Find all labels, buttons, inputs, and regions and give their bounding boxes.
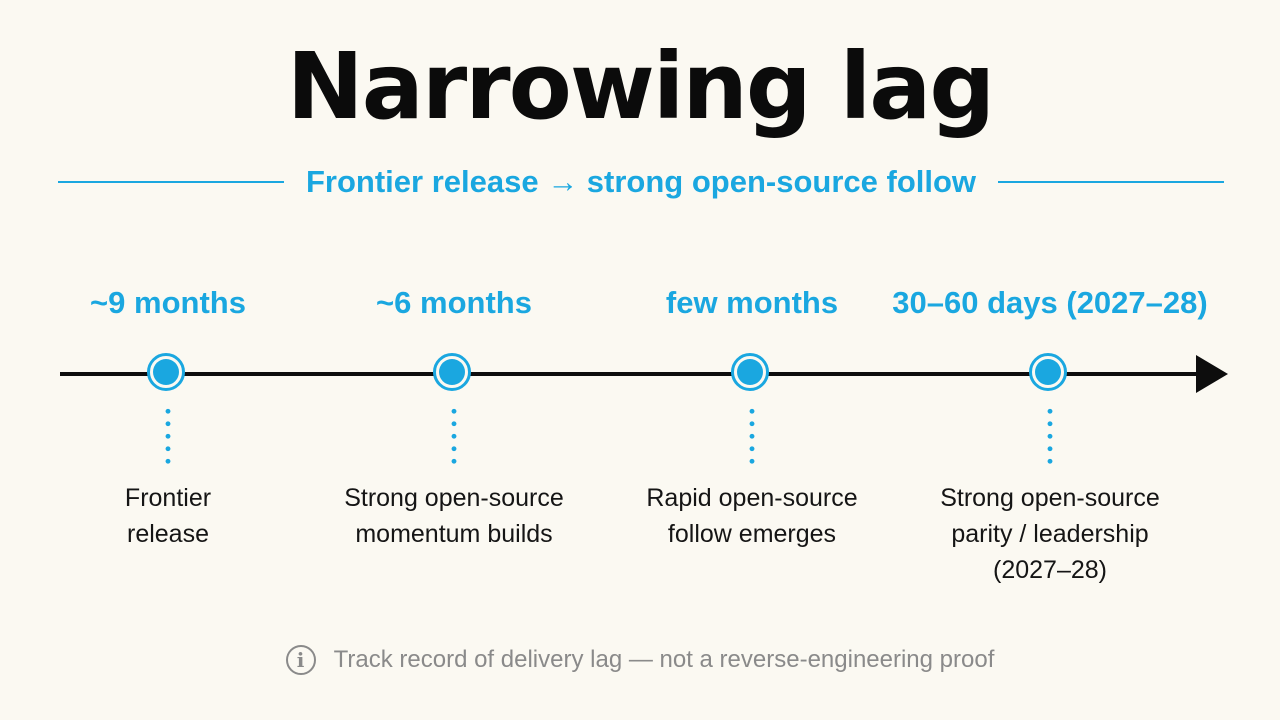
milestone-lag-label: ~9 months bbox=[90, 285, 246, 320]
timeline-axis bbox=[60, 372, 1200, 376]
milestone-dotted-connector bbox=[1047, 405, 1053, 467]
milestone-description-line: release bbox=[127, 520, 209, 548]
milestone-node-icon bbox=[433, 353, 471, 391]
page-title: Narrowing lag bbox=[286, 33, 995, 140]
subtitle-rule-right bbox=[998, 181, 1224, 183]
milestone-description-line: parity / leadership bbox=[951, 520, 1149, 548]
milestone-dotted-connector bbox=[749, 405, 755, 467]
footnote-text: Track record of delivery lag — not a rev… bbox=[333, 646, 995, 673]
milestone-description-line: momentum builds bbox=[355, 520, 553, 548]
milestone-dotted-connector bbox=[451, 405, 457, 467]
milestone-description: Strong open-source momentum builds bbox=[294, 480, 614, 552]
milestone-lag-label: few months bbox=[665, 285, 839, 320]
footnote: i Track record of delivery lag — not a r… bbox=[0, 640, 1280, 680]
milestone-description: Rapid open-source follow emerges bbox=[592, 480, 912, 552]
milestone-description-line: (2027–28) bbox=[993, 556, 1107, 584]
milestone-description-line: follow emerges bbox=[667, 520, 837, 548]
milestone-description: Frontier release bbox=[8, 480, 328, 552]
milestone-node-icon bbox=[731, 353, 769, 391]
subtitle: Frontier release → strong open-source fo… bbox=[305, 164, 977, 199]
milestone-lag-label: ~6 months bbox=[376, 285, 532, 320]
milestone-description-line: Frontier bbox=[124, 484, 212, 512]
milestone-lag-label: 30–60 days (2027–28) bbox=[892, 285, 1208, 320]
milestone-node-icon bbox=[147, 353, 185, 391]
milestone-node-icon bbox=[1029, 353, 1067, 391]
info-icon: i bbox=[285, 645, 316, 675]
subtitle-rule-left bbox=[58, 181, 284, 183]
milestone-description-line: Rapid open-source bbox=[646, 484, 858, 512]
milestone-description-line: Strong open-source bbox=[344, 484, 564, 512]
timeline-arrowhead-icon bbox=[1196, 355, 1228, 393]
subtitle-row: Frontier release → strong open-source fo… bbox=[58, 160, 1224, 204]
timeline: ~9 months Frontier release ~6 months Str… bbox=[8, 285, 1228, 588]
milestone-description-line: Strong open-source bbox=[940, 484, 1160, 512]
milestone-dotted-connector bbox=[165, 405, 171, 467]
milestone-description: Strong open-source parity / leadership (… bbox=[890, 480, 1210, 588]
